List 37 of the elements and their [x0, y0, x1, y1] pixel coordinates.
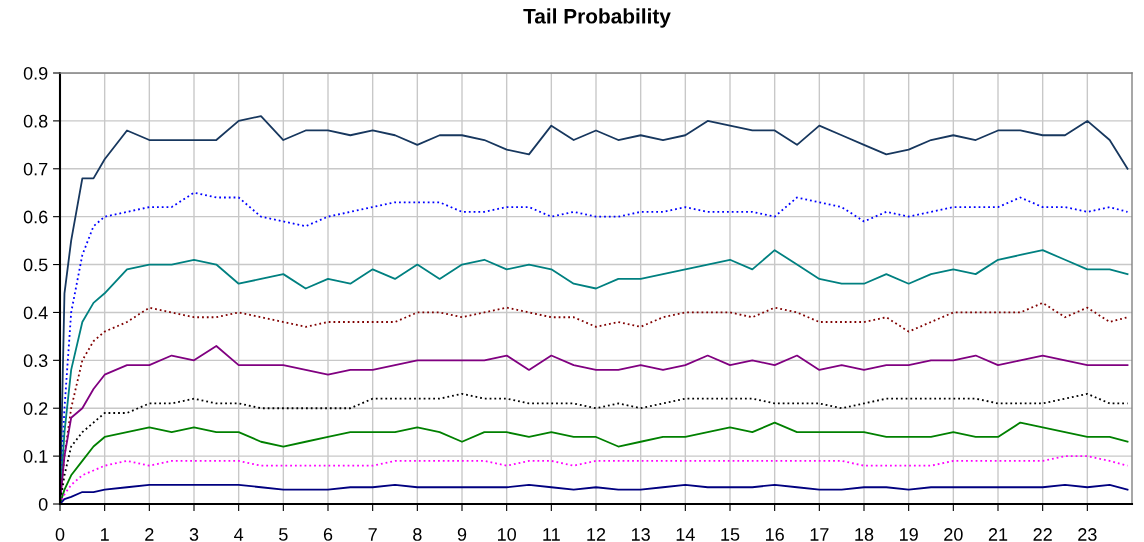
x-tick-label: 20 — [944, 528, 963, 541]
x-tick-label: 9 — [457, 528, 467, 541]
x-tick-label: 7 — [368, 528, 377, 541]
x-tick-label: 8 — [413, 528, 422, 541]
x-tick-label: 0 — [55, 528, 65, 541]
x-tick-label: 5 — [279, 528, 288, 541]
y-tick-label: 0.5 — [23, 258, 48, 272]
y-tick-label: 0 — [38, 497, 48, 511]
x-tick-label: 2 — [145, 528, 154, 541]
x-tick-label: 6 — [323, 528, 333, 541]
x-tick-label: 15 — [721, 528, 740, 541]
y-tick-label: 0.1 — [23, 450, 48, 463]
chart-title: Tail Probability — [523, 8, 671, 28]
x-tick-label: 14 — [676, 528, 695, 541]
y-tick-label: 0.2 — [23, 402, 48, 415]
x-tick-label: 16 — [766, 528, 784, 541]
x-tick-label: 17 — [810, 528, 829, 541]
y-tick-label: 0.7 — [23, 162, 48, 176]
x-tick-label: 18 — [855, 528, 874, 541]
y-tick-label: 0.8 — [23, 114, 48, 128]
y-tick-label: 0.6 — [23, 210, 48, 224]
line-series — [60, 483, 1129, 504]
x-tick-label: 12 — [587, 528, 606, 541]
x-tick-label: 23 — [1078, 528, 1097, 541]
x-tick-label: 10 — [498, 528, 516, 541]
line-series — [60, 421, 1129, 504]
x-tick-label: 13 — [632, 528, 650, 541]
y-tick-label: 0.3 — [23, 354, 48, 368]
x-tick-label: 22 — [1033, 528, 1052, 541]
x-tick-label: 11 — [543, 528, 560, 541]
x-tick-label: 19 — [900, 528, 918, 541]
y-tick-label: 0.4 — [23, 306, 48, 320]
x-tick-label: 3 — [189, 528, 199, 541]
x-tick-label: 1 — [101, 528, 109, 541]
x-tick-label: 21 — [988, 528, 1008, 541]
y-tick-label: 0.9 — [23, 66, 48, 80]
x-tick-label: 4 — [234, 528, 244, 541]
